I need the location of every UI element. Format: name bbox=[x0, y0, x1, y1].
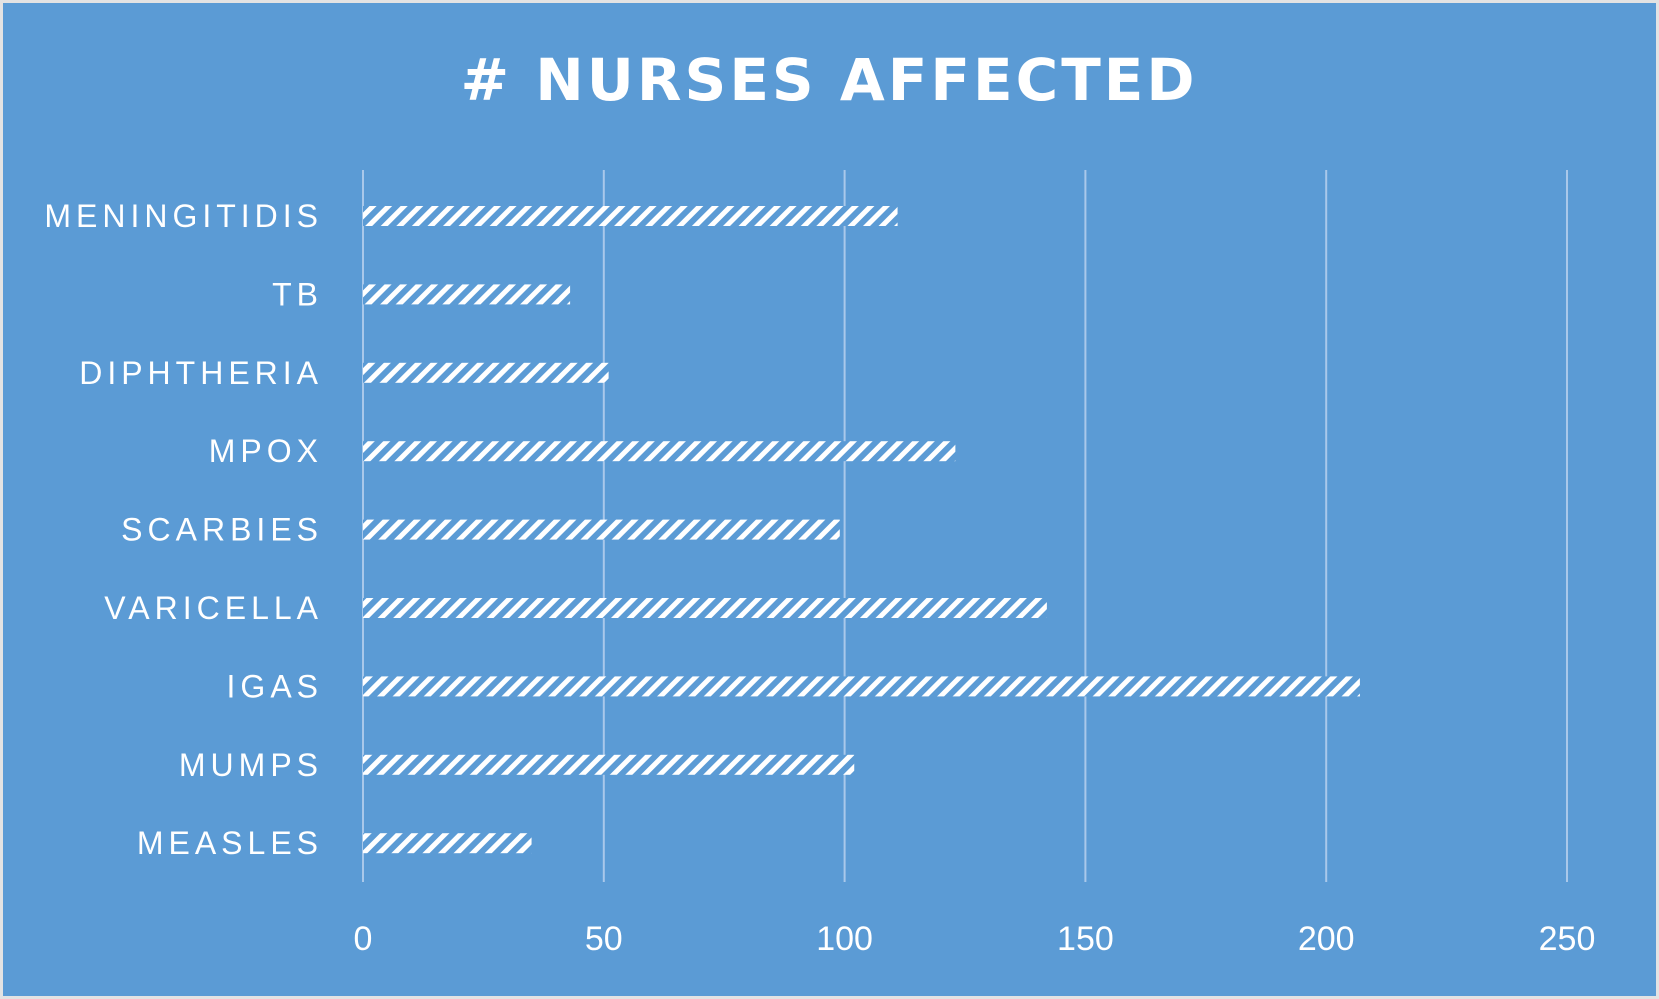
bar-scarbies bbox=[363, 519, 840, 540]
bar-mumps bbox=[363, 754, 855, 775]
category-label-tb: TB bbox=[272, 276, 323, 312]
x-tick-label-200: 200 bbox=[1298, 920, 1355, 958]
chart-background bbox=[3, 3, 1656, 996]
category-label-varicella: VARICELLA bbox=[104, 590, 323, 626]
category-label-diphtheria: DIPHTHERIA bbox=[79, 355, 323, 391]
category-label-meningitidis: MENINGITIDIS bbox=[44, 198, 323, 234]
bar-measles bbox=[363, 833, 532, 854]
chart-title: # NURSES AFFECTED bbox=[460, 46, 1197, 114]
bar-varicella bbox=[363, 598, 1047, 618]
category-label-mpox: MPOX bbox=[209, 433, 323, 469]
x-tick-label-0: 0 bbox=[354, 920, 373, 958]
bars bbox=[363, 206, 1360, 854]
x-tick-label-150: 150 bbox=[1057, 920, 1114, 958]
category-label-measles: MEASLES bbox=[137, 825, 323, 861]
bar-meningitidis bbox=[363, 206, 898, 226]
bar-mpox bbox=[363, 441, 956, 462]
x-axis-tick-labels: 0 50 100 150 200 250 bbox=[354, 920, 1596, 958]
category-label-mumps: MUMPS bbox=[179, 747, 323, 783]
x-tick-label-100: 100 bbox=[816, 920, 873, 958]
category-label-scarbies: SCARBIES bbox=[121, 512, 323, 548]
x-tick-label-50: 50 bbox=[585, 920, 623, 958]
bar-igas bbox=[363, 676, 1360, 697]
bar-tb bbox=[363, 284, 571, 305]
category-label-igas: IGAS bbox=[227, 668, 323, 704]
x-tick-label-250: 250 bbox=[1539, 920, 1596, 958]
category-labels: MENINGITIDIS TB DIPHTHERIA MPOX SCARBIES VARI… bbox=[44, 198, 323, 861]
bar-diphtheria bbox=[363, 362, 609, 383]
